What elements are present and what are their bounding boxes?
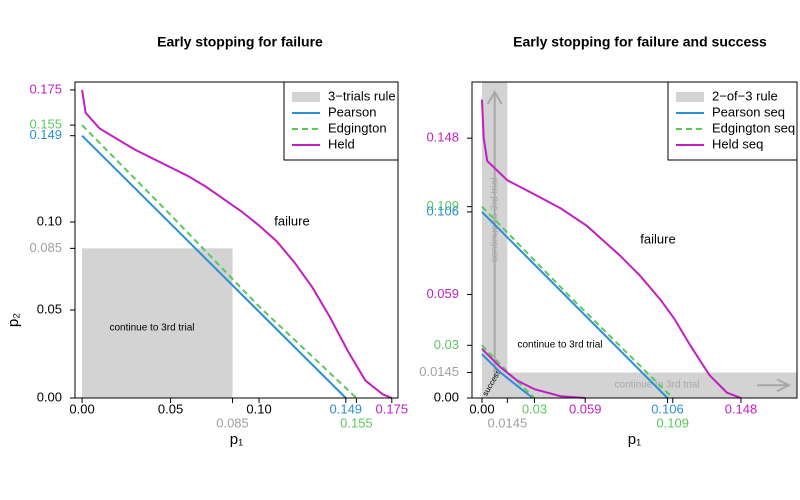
y-tick-label: 0.0145 — [419, 364, 459, 379]
plot-frame — [471, 81, 798, 399]
y-tick-label: 0.10 — [37, 213, 62, 228]
series-line — [81, 124, 358, 399]
x-tick-label: 0.059 — [569, 401, 602, 416]
legend-label: 2−of−3 rule — [712, 88, 778, 103]
x-tick-label: 0.10 — [246, 401, 271, 416]
legend-label: Edgington seq — [712, 120, 795, 135]
x-tick-label: 0.00 — [469, 401, 494, 416]
legend-label: Held seq — [712, 136, 763, 151]
x-tick-label: 0.0145 — [487, 415, 527, 430]
x-tick-label: 0.05 — [158, 401, 183, 416]
x-tick-label: 0.106 — [651, 401, 684, 416]
legend-label: Held — [328, 136, 355, 151]
series-line — [81, 89, 393, 399]
x-tick-label: 0.085 — [216, 415, 249, 430]
y-tick-label: 0.155 — [29, 117, 62, 132]
annotation: failure — [640, 231, 675, 246]
y-tick-label: 0.149 — [29, 127, 62, 142]
y-tick-label: 0.059 — [426, 286, 459, 301]
annotation: failure — [274, 213, 309, 228]
x-tick-label: 0.109 — [656, 415, 689, 430]
y-tick-label: 0.00 — [37, 389, 62, 404]
x-axis-label: p₁ — [628, 431, 641, 448]
x-axis-label: p₁ — [230, 431, 243, 448]
y-tick-label: 0.085 — [29, 240, 62, 255]
chart-title: Early stopping for failure — [157, 34, 323, 50]
series-line — [481, 211, 669, 399]
annotation: continue to 3rd trial — [109, 323, 194, 334]
x-tick-label: 0.155 — [340, 415, 373, 430]
y-tick-label: 0.148 — [426, 130, 459, 145]
y-tick-label: 0.109 — [426, 198, 459, 213]
y-tick-label: 0.00 — [434, 389, 459, 404]
y-tick-label: 0.106 — [426, 203, 459, 218]
annotation: continue to 3rd trial — [517, 340, 602, 351]
legend-label: Edgington — [328, 120, 387, 135]
legend-label: 3−trials rule — [328, 88, 396, 103]
arrow — [486, 90, 503, 378]
arrow — [757, 378, 792, 393]
region — [82, 248, 233, 398]
region — [481, 372, 797, 398]
legend-label: Pearson seq — [712, 104, 785, 119]
y-tick-label: 0.05 — [37, 301, 62, 316]
y-tick-label: 0.03 — [434, 337, 459, 352]
y-tick-label: 0.175 — [29, 81, 62, 96]
annotation: continue to 3rd trial — [490, 177, 501, 262]
series-line — [481, 205, 674, 399]
legend-label: Pearson — [328, 104, 376, 119]
plot-frame — [74, 81, 399, 399]
x-tick-label: 0.00 — [69, 401, 94, 416]
chart-title: Early stopping for failure and success — [513, 34, 767, 50]
annotation: continue to 3rd trial — [614, 380, 699, 391]
series-line — [480, 99, 742, 399]
x-tick-label: 0.03 — [522, 401, 547, 416]
x-tick-label: 0.175 — [376, 401, 409, 416]
x-tick-label: 0.148 — [725, 401, 758, 416]
x-tick-label: 0.149 — [330, 401, 363, 416]
series-line — [81, 134, 347, 399]
y-axis-label: p₂ — [5, 313, 22, 327]
